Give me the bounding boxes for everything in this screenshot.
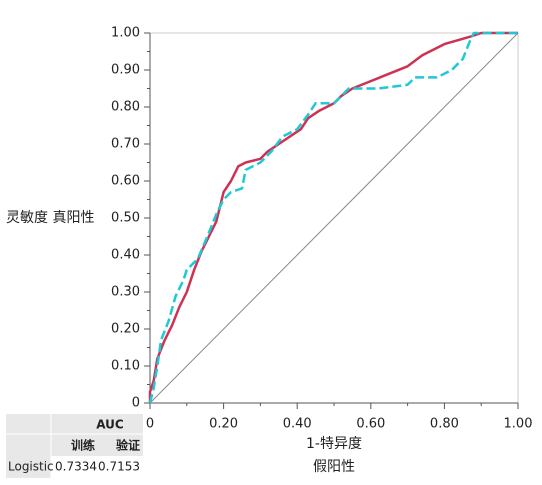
series-line (148, 31, 518, 403)
table-row-header-bg (6, 456, 51, 478)
x-axis-sublabel: 假阳性 (313, 459, 355, 475)
y-tick-label: 0.70 (111, 137, 140, 152)
y-tick-label: 0.30 (111, 285, 140, 300)
series-line (148, 31, 518, 404)
x-tick-label: 0.60 (356, 417, 385, 432)
x-tick-label: 0.80 (430, 417, 459, 432)
table-row-label: Logistic (8, 460, 54, 474)
x-tick-label: 0.40 (283, 417, 312, 432)
table-column: 训练 (71, 438, 95, 453)
y-tick-label: 0.80 (111, 100, 140, 115)
x-tick-label: 0.20 (209, 417, 238, 432)
reference-diagonal (149, 32, 519, 404)
y-tick-label: 0.40 (111, 248, 140, 263)
table-cell: 0.7153 (98, 460, 140, 474)
table-header: AUC (96, 418, 124, 432)
table-header-bg (6, 414, 143, 456)
y-tick-label: 0.10 (111, 359, 140, 374)
y-tick-label: 0.60 (111, 174, 140, 189)
y-tick-label: 0 (132, 396, 140, 411)
y-tick-label: 0.20 (111, 322, 140, 337)
x-tick-label: 1.00 (504, 417, 533, 432)
x-tick-label: 0 (146, 417, 154, 432)
x-axis-label: 1-特异度 (306, 436, 362, 452)
y-tick-label: 1.00 (111, 26, 140, 41)
y-tick-label: 0.50 (111, 211, 140, 226)
auc-table: AUC 训练 验证 Logistic 0.7334 0.7153 (6, 414, 143, 478)
y-tick-label: 0.90 (111, 63, 140, 78)
table-cell: 0.7334 (55, 460, 97, 474)
table-column: 验证 (116, 438, 140, 453)
y-axis-label: 灵敏度 真阳性 (6, 210, 94, 226)
